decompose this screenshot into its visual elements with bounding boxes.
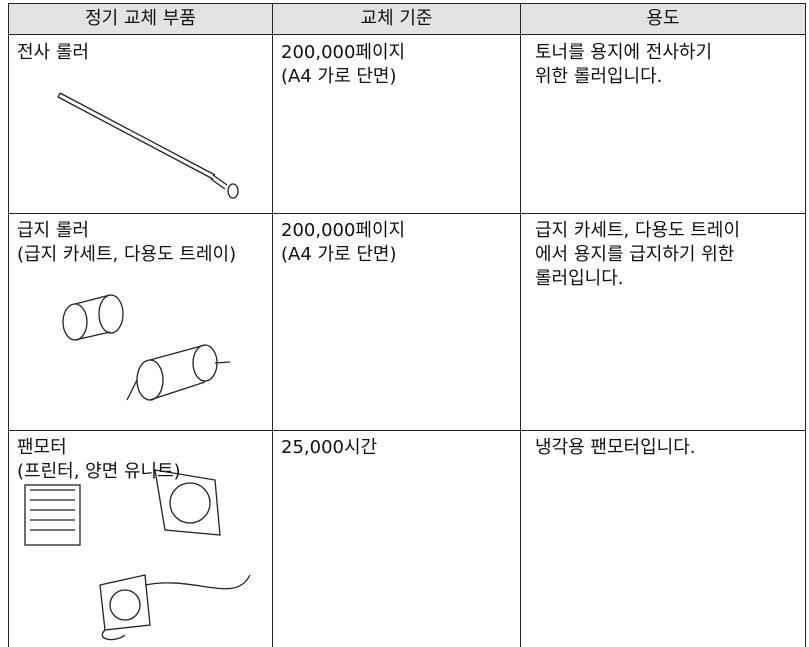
header-cell: 교체 기준 — [272, 3, 521, 35]
text: 200,000페이지 — [281, 42, 406, 63]
header-cell: 용도 — [520, 3, 806, 35]
header-cell: 정기 교체 부품 — [8, 3, 273, 35]
text: 25,000시간 — [281, 437, 378, 458]
text: (프린터, 양면 유니트) — [17, 461, 181, 482]
text: 팬모터 — [17, 437, 67, 458]
cell: 냉각용 팬모터입니다. — [520, 430, 806, 647]
fan-motor-illustration — [24, 469, 251, 641]
text: 위한 롤러입니다. — [535, 66, 663, 87]
text: 롤러입니다. — [535, 268, 624, 289]
transfer-roller-illustration — [57, 92, 239, 199]
text: 급지 카세트, 다용도 트레이 — [535, 220, 741, 241]
cell: 200,000페이지 (A4 가로 단면) — [272, 213, 521, 431]
cell: 25,000시간 — [272, 430, 521, 647]
feed-roller-illustration — [62, 294, 231, 401]
text: (급지 카세트, 다용도 트레이) — [17, 244, 237, 265]
text: 전사 롤러 — [17, 42, 89, 63]
text: 급지 롤러 — [17, 220, 89, 241]
cell: 급지 롤러 (급지 카세트, 다용도 트레이) — [8, 213, 273, 431]
text: 냉각용 팬모터입니다. — [535, 437, 696, 458]
cell: 200,000페이지 (A4 가로 단면) — [272, 35, 521, 214]
cell: 전사 롤러 — [8, 35, 273, 214]
text: 에서 용지를 급지하기 위한 — [535, 244, 735, 265]
text: 토너를 용지에 전사하기 — [535, 42, 713, 63]
text: (A4 가로 단면) — [281, 244, 397, 265]
cell: 팬모터 (프린터, 양면 유니트) — [8, 430, 273, 647]
text: 200,000페이지 — [281, 220, 406, 241]
text: (A4 가로 단면) — [281, 66, 397, 87]
